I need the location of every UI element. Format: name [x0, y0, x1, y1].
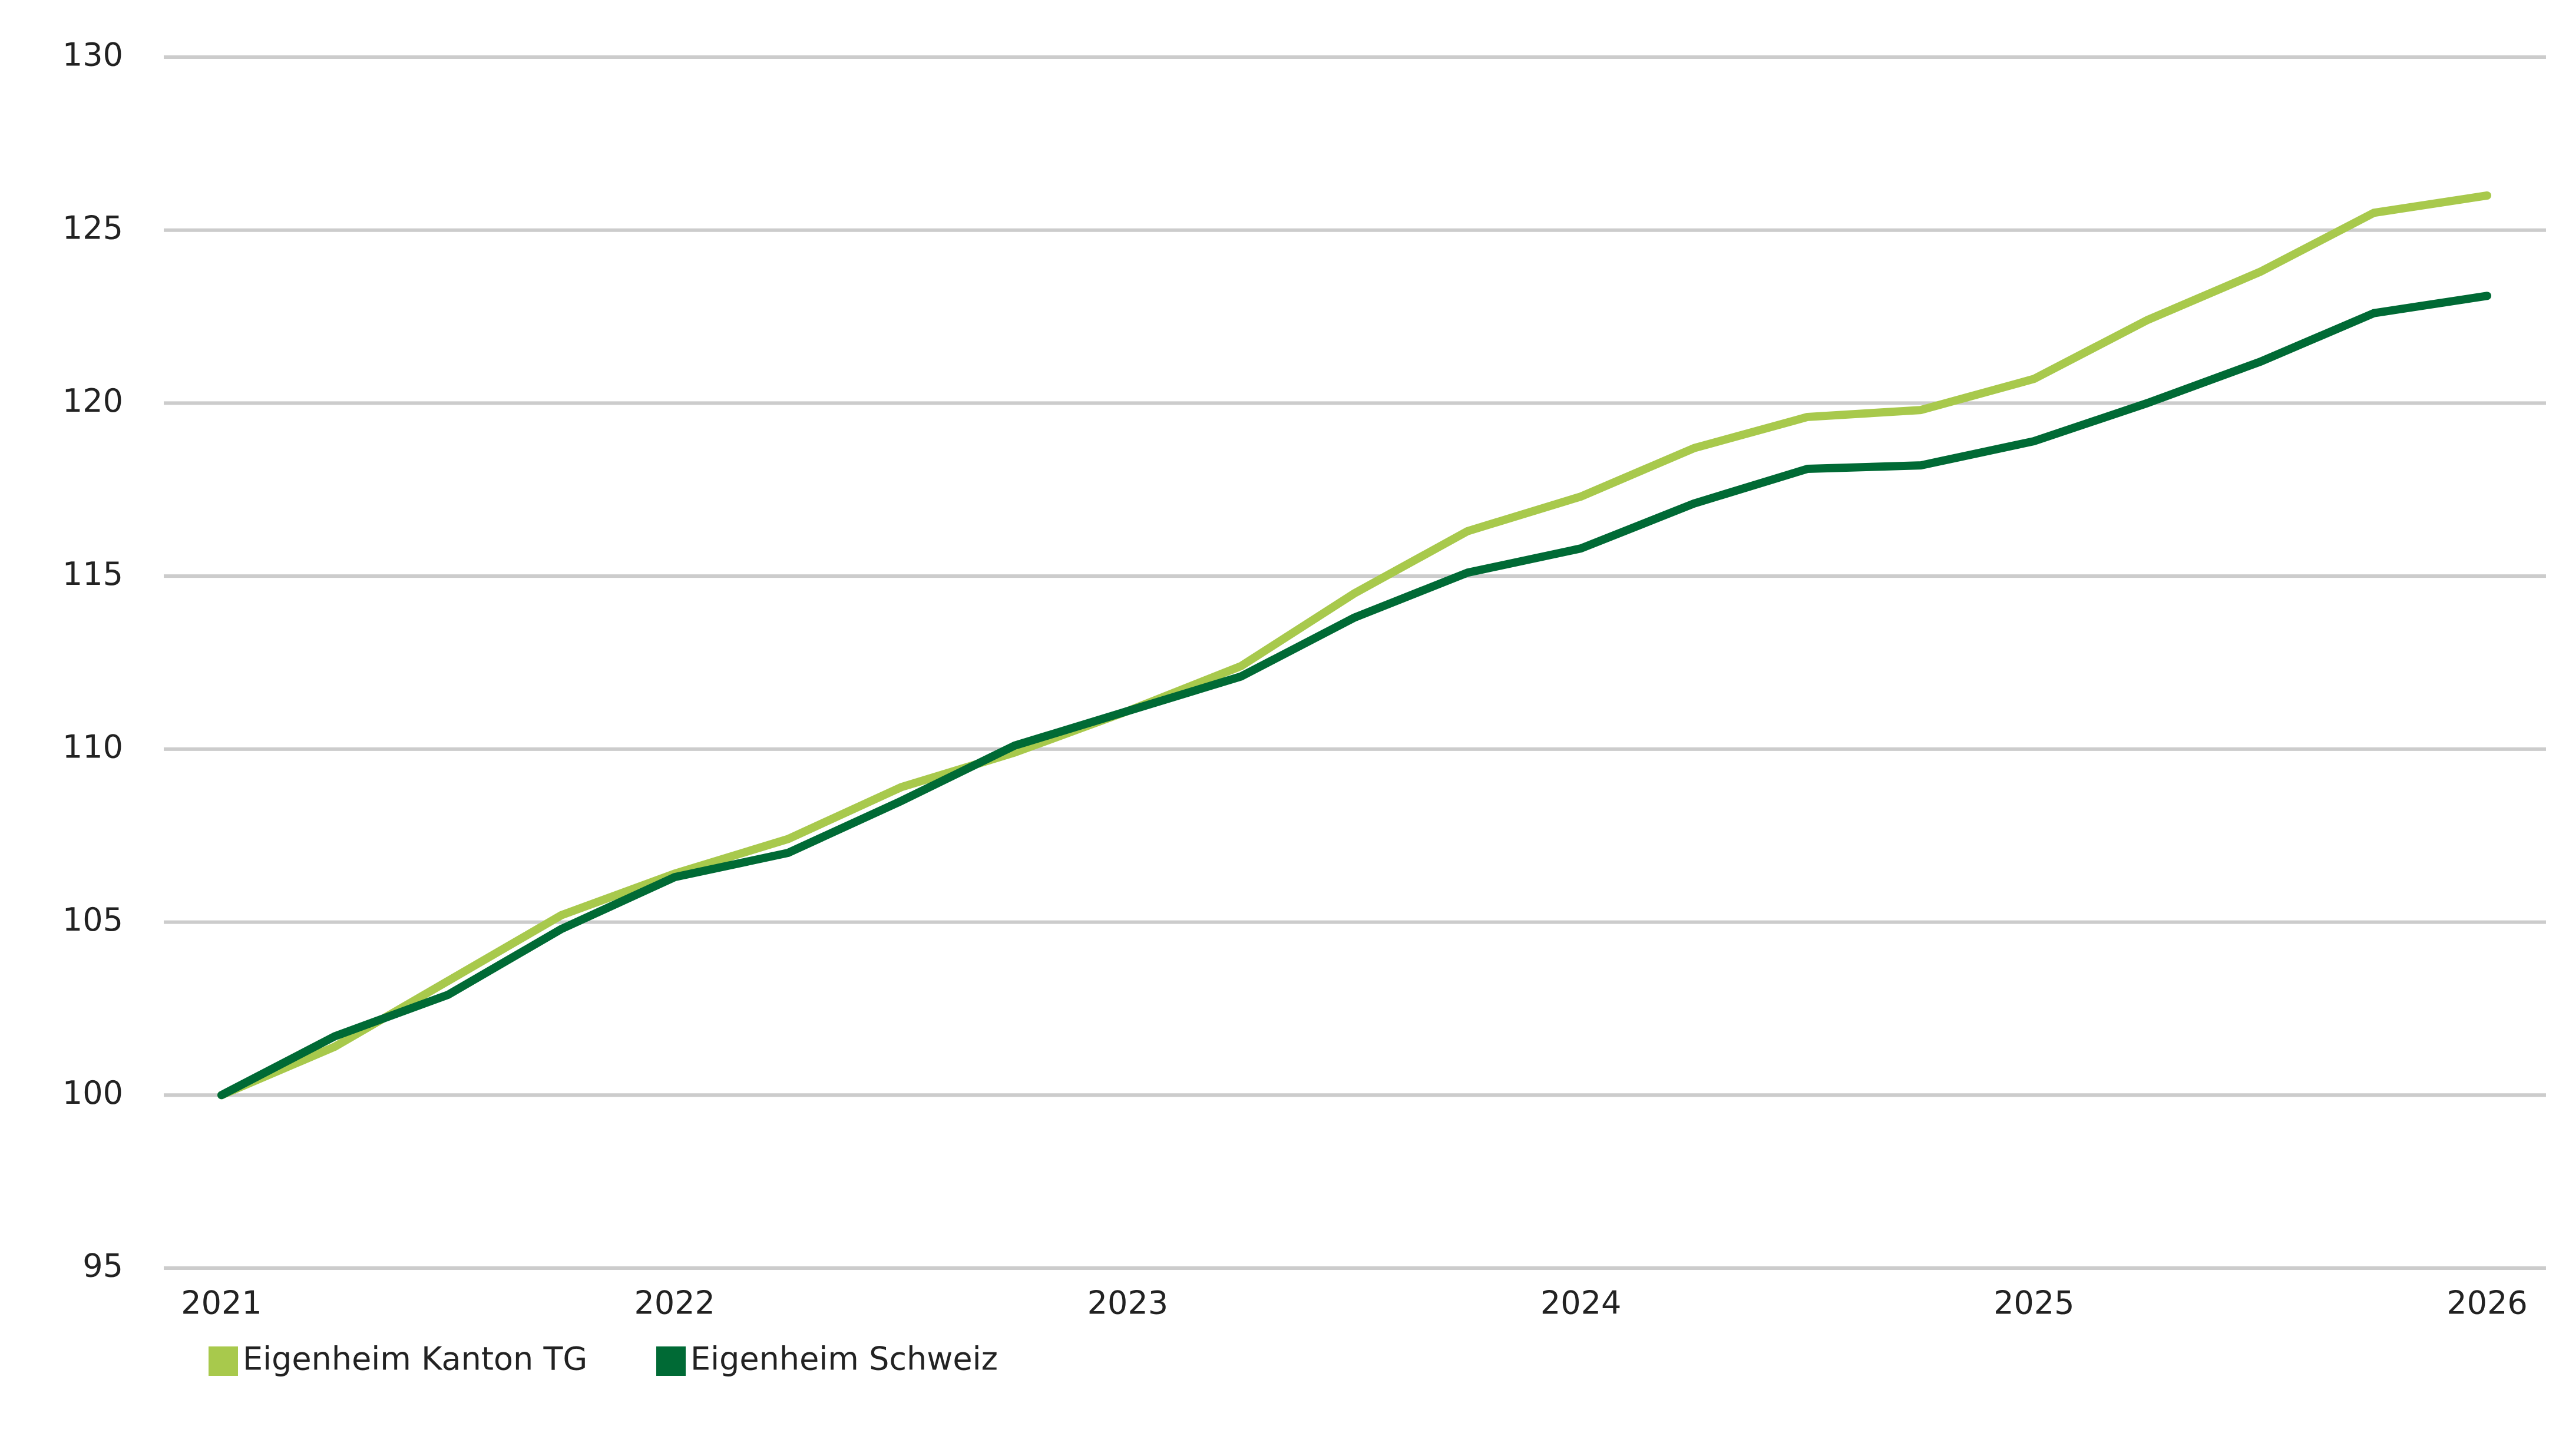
series-line	[217, 191, 2491, 1100]
legend-swatch	[209, 1346, 238, 1376]
series-line	[217, 292, 2491, 1100]
y-tick-label: 130	[62, 37, 123, 74]
x-tick-label: 2021	[181, 1285, 262, 1322]
legend-swatch	[656, 1346, 686, 1376]
x-tick-label: 2025	[1993, 1285, 2074, 1322]
y-tick-label: 115	[62, 555, 123, 593]
y-tick-label: 105	[62, 901, 123, 938]
y-tick-label: 100	[62, 1074, 123, 1111]
x-tick-label: 2026	[2446, 1285, 2527, 1322]
legend-label: Eigenheim Schweiz	[690, 1341, 998, 1378]
x-tick-label: 2022	[634, 1285, 715, 1322]
y-tick-label: 120	[62, 382, 123, 419]
x-tick-label: 2024	[1540, 1285, 1621, 1322]
x-tick-label: 2023	[1087, 1285, 1168, 1322]
legend-label: Eigenheim Kanton TG	[243, 1341, 587, 1378]
y-tick-label: 125	[62, 209, 123, 246]
y-tick-label: 95	[82, 1247, 123, 1285]
y-tick-label: 110	[62, 728, 123, 765]
